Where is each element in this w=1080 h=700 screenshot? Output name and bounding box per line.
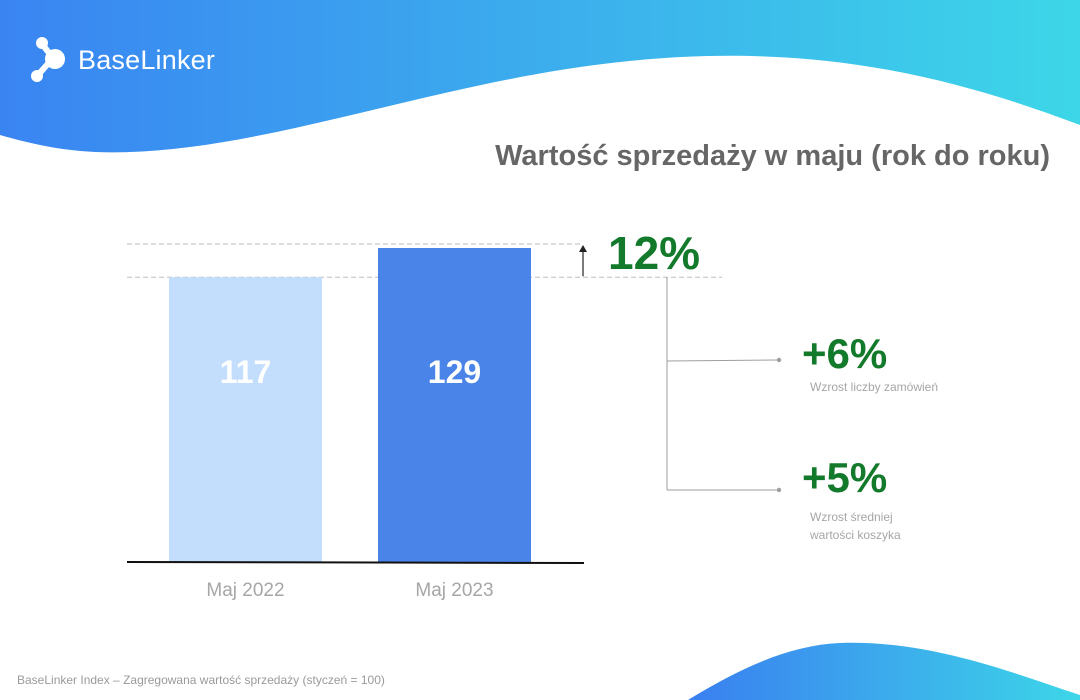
x-tick-label: Maj 2022 — [206, 580, 284, 601]
growth-arrow-head — [579, 245, 587, 252]
orders-growth-value: +6% — [802, 330, 888, 377]
branch-dot-orders — [776, 357, 782, 363]
footnote: BaseLinker Index – Zagregowana wartość s… — [17, 673, 385, 687]
bar-maj-2022 — [169, 277, 322, 562]
brand-name: BaseLinker — [78, 44, 216, 75]
basket-growth-label: Wzrost średniej wartości koszyka — [810, 508, 901, 544]
orders-growth-label: Wzrost liczby zamówień — [810, 378, 938, 396]
orders-growth-label-line: Wzrost liczby zamówień — [810, 380, 939, 394]
branch-dot-basket — [776, 487, 782, 493]
footer-wave — [688, 642, 1080, 700]
chart-title: Wartość sprzedaży w maju (rok do roku) — [495, 140, 1050, 172]
x-tick-label: Maj 2023 — [415, 580, 493, 601]
basket-growth-label-line-1: Wzrost średniej — [810, 510, 893, 524]
bar-value-label: 117 — [220, 354, 272, 390]
x-axis-baseline — [126, 561, 585, 564]
header-wave — [0, 0, 1080, 153]
basket-growth-label-line-2: wartości koszyka — [810, 528, 901, 542]
yoy-change-value: 12% — [608, 227, 701, 279]
baselinker-logo-icon — [31, 37, 65, 82]
basket-growth-value: +5% — [802, 454, 888, 501]
breakdown-branch-orders — [666, 359, 779, 362]
bar-value-label: 129 — [428, 354, 481, 390]
bar-maj-2023 — [378, 248, 531, 562]
brand-logo[interactable]: BaseLinker — [28, 34, 215, 86]
